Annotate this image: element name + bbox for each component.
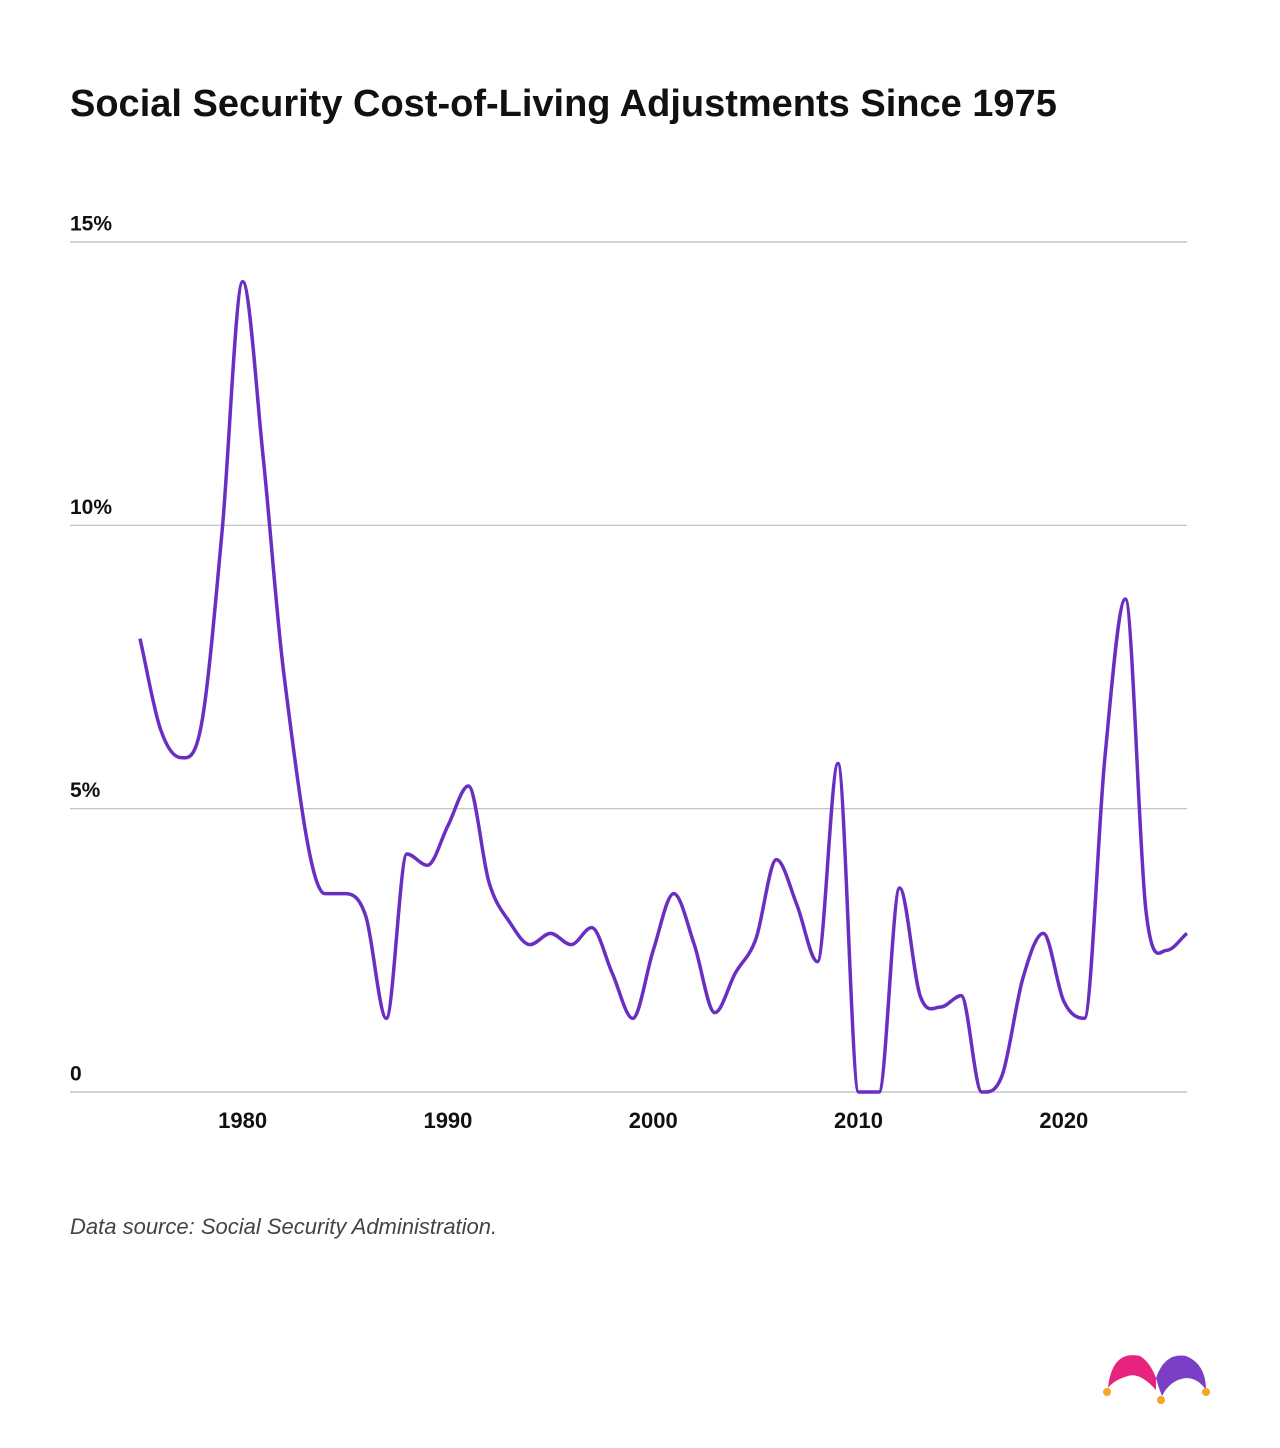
y-tick-label: 0 <box>70 1063 82 1086</box>
logo <box>1103 1355 1210 1404</box>
source-note: Data source: Social Security Administrat… <box>70 1214 497 1239</box>
y-tick-label: 10% <box>70 496 112 519</box>
x-tick-label: 2010 <box>834 1108 883 1133</box>
x-tick-label: 2000 <box>629 1108 678 1133</box>
y-tick-label: 5% <box>70 779 101 802</box>
x-tick-label: 1990 <box>423 1108 472 1133</box>
line <box>138 279 1189 1094</box>
x-tick-label: 2020 <box>1039 1108 1088 1133</box>
y-tick-label: 15% <box>70 213 112 236</box>
x-tick-label: 1980 <box>218 1108 267 1133</box>
chart-title: Social Security Cost-of-Living Adjustmen… <box>70 83 1057 125</box>
